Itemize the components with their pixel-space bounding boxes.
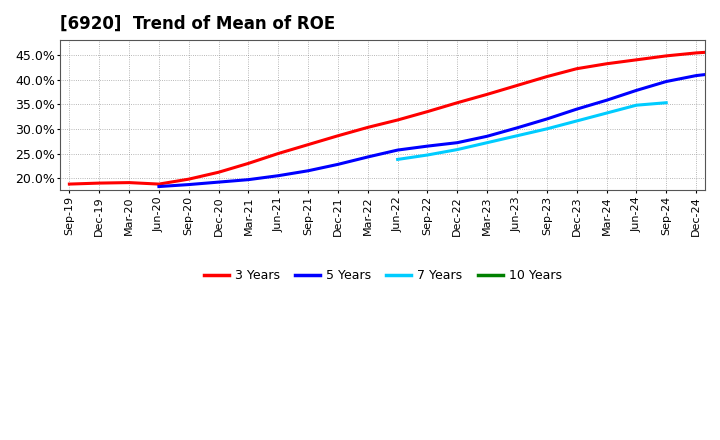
Legend: 3 Years, 5 Years, 7 Years, 10 Years: 3 Years, 5 Years, 7 Years, 10 Years: [199, 264, 567, 287]
Text: [6920]  Trend of Mean of ROE: [6920] Trend of Mean of ROE: [60, 15, 336, 33]
